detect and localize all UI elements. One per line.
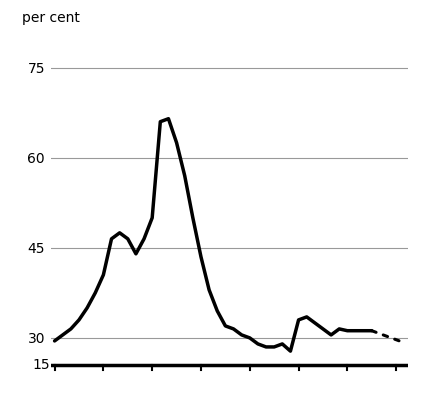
Text: per cent: per cent [22,11,80,25]
Text: 15: 15 [33,358,51,372]
